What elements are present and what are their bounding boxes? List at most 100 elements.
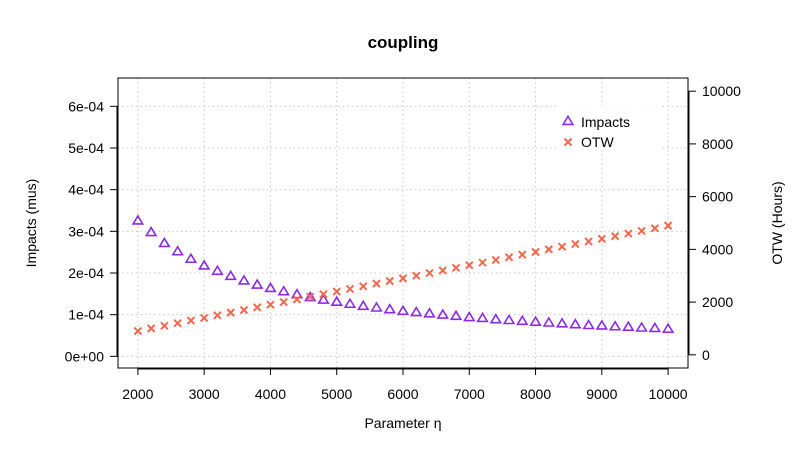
otw-point <box>266 300 275 309</box>
x-tick-label: 3000 <box>189 386 220 402</box>
otw-point <box>146 324 156 333</box>
otw-point <box>252 303 262 312</box>
x-tick-label: 8000 <box>520 386 551 402</box>
legend-label-impacts: Impacts <box>581 114 630 130</box>
y-left-tick-label: 5e-04 <box>68 140 104 156</box>
impacts-point <box>595 319 609 330</box>
impacts-point <box>144 226 158 237</box>
otw-point <box>478 258 487 267</box>
impacts-point <box>608 320 622 331</box>
impacts-point <box>569 318 582 329</box>
otw-point <box>199 313 209 323</box>
impacts-point <box>502 313 516 325</box>
impacts-point <box>423 307 436 318</box>
otw-point <box>650 224 660 233</box>
y-axis-right: 0 2000 4000 6000 8000 10000 <box>688 83 741 363</box>
impacts-point <box>184 252 198 264</box>
x-tick-label: 10000 <box>649 386 688 402</box>
impacts-point <box>330 295 343 306</box>
otw-point <box>438 266 447 275</box>
otw-point <box>385 276 394 286</box>
y-right-tick-label: 8000 <box>702 136 733 152</box>
x-tick-label: 5000 <box>321 386 352 402</box>
impacts-point <box>529 315 542 326</box>
impacts-point <box>542 316 556 327</box>
otw-point <box>425 268 434 278</box>
y-left-tick-label: 0e+00 <box>65 348 105 364</box>
y-right-tick-label: 10000 <box>702 83 741 99</box>
otw-point <box>226 308 235 317</box>
y-right-tick-label: 6000 <box>702 189 733 205</box>
otw-point <box>610 231 620 241</box>
y-left-tick-label: 3e-04 <box>68 223 104 239</box>
x-tick-label: 4000 <box>255 386 286 402</box>
y-right-tick-label: 4000 <box>702 241 733 257</box>
x-tick-label: 7000 <box>454 386 485 402</box>
otw-point <box>306 292 315 302</box>
impacts-point <box>410 306 423 317</box>
otw-point <box>372 279 381 288</box>
y-left-tick-label: 4e-04 <box>68 182 104 198</box>
otw-point <box>133 326 143 336</box>
legend-item-impacts: Impacts <box>561 114 630 130</box>
otw-point <box>531 247 540 257</box>
impacts-point <box>516 314 529 326</box>
otw-point <box>412 271 421 280</box>
x-tick-label: 2000 <box>122 386 153 402</box>
impacts-point <box>224 269 237 281</box>
otw-point <box>359 282 368 291</box>
series-layer <box>131 214 675 336</box>
impacts-point <box>171 245 184 256</box>
impacts-point <box>635 321 648 332</box>
impacts-point <box>211 264 224 276</box>
legend-cross-icon <box>563 137 573 147</box>
impacts-point <box>489 313 503 324</box>
impacts-point <box>264 281 277 293</box>
x-tick-label: 9000 <box>586 386 617 402</box>
y-axis-left: 0e+00 1e-04 2e-04 3e-04 4e-04 5e-04 6e-04 <box>65 98 118 364</box>
legend-background <box>558 106 660 150</box>
impacts-point <box>661 322 675 334</box>
chart-title: coupling <box>368 33 439 52</box>
otw-point <box>173 318 182 328</box>
otw-point <box>279 297 288 307</box>
impacts-point <box>131 214 145 225</box>
otw-point <box>663 221 673 230</box>
impacts-point <box>277 285 290 296</box>
impacts-point <box>555 317 569 328</box>
legend-item-otw: OTW <box>563 134 614 150</box>
x-tick-label: 6000 <box>387 386 418 402</box>
impacts-point <box>383 303 396 314</box>
impacts-point <box>370 301 383 312</box>
impacts-point <box>317 293 330 304</box>
impacts-point <box>343 297 357 309</box>
impacts-point <box>158 236 171 248</box>
impacts-point <box>648 321 662 333</box>
y-axis-left-label: Impacts (mus) <box>23 179 39 268</box>
impacts-point <box>622 320 635 331</box>
otw-point <box>504 253 514 262</box>
otw-point <box>186 316 196 325</box>
impacts-point <box>436 308 449 319</box>
otw-point <box>465 260 474 270</box>
impacts-point <box>582 318 595 330</box>
impacts-point <box>303 291 317 302</box>
impacts-point <box>250 278 264 289</box>
y-left-tick-label: 2e-04 <box>68 265 104 281</box>
impacts-point <box>197 259 211 270</box>
impacts-point <box>290 288 304 299</box>
impacts-point <box>449 309 463 321</box>
otw-point <box>160 321 169 331</box>
legend-label-otw: OTW <box>581 134 614 150</box>
otw-point <box>292 295 302 304</box>
y-right-tick-label: 0 <box>702 347 710 363</box>
otw-point <box>491 255 500 265</box>
otw-point <box>332 287 341 296</box>
y-right-tick-label: 2000 <box>702 294 733 310</box>
otw-point <box>518 250 527 259</box>
otw-point <box>597 234 607 244</box>
otw-point <box>451 263 461 273</box>
impacts-point <box>357 299 370 311</box>
y-left-tick-label: 6e-04 <box>68 98 104 114</box>
otw-point <box>584 237 593 246</box>
